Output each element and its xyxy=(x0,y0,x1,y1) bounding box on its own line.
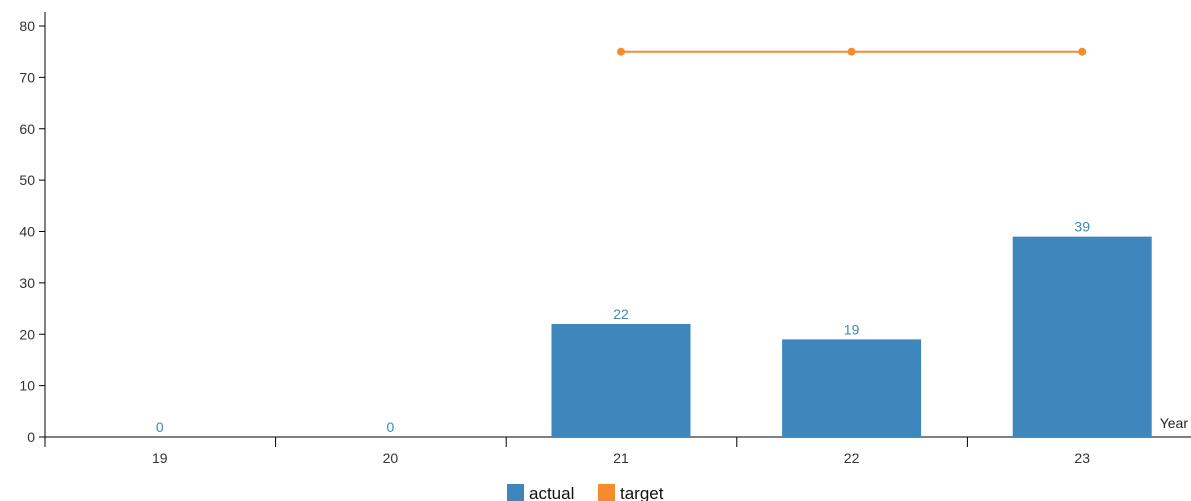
x-tick-label: 19 xyxy=(152,450,168,466)
target-line-series xyxy=(617,47,1087,56)
y-tick-label: 70 xyxy=(19,69,35,85)
bar-value-label: 22 xyxy=(613,306,629,322)
bar-value-label: 19 xyxy=(844,321,860,337)
target-point xyxy=(847,47,856,56)
y-axis: 0 10 20 30 40 50 60 70 80 xyxy=(19,12,46,445)
x-axis-title: Year xyxy=(1160,415,1189,431)
x-axis: 19 20 21 22 23 Year xyxy=(44,415,1191,466)
y-tick-label: 0 xyxy=(27,429,35,445)
y-tick-label: 20 xyxy=(19,326,35,342)
y-tick-label: 80 xyxy=(19,18,35,34)
y-tick-label: 30 xyxy=(19,275,35,291)
legend-swatch-target xyxy=(598,484,615,501)
y-tick-label: 50 xyxy=(19,172,35,188)
y-tick-label: 40 xyxy=(19,224,35,240)
y-axis-ticks: 0 10 20 30 40 50 60 70 80 xyxy=(19,18,45,445)
bar-actual xyxy=(782,339,922,437)
bar-actual xyxy=(551,323,691,437)
legend-label-actual: actual xyxy=(529,484,574,501)
target-point xyxy=(1078,47,1087,56)
y-tick-label: 60 xyxy=(19,121,35,137)
actual-bars xyxy=(551,236,1152,437)
y-tick-label: 10 xyxy=(19,378,35,394)
x-tick-label: 20 xyxy=(383,450,399,466)
target-point xyxy=(617,47,625,56)
x-tick-label: 23 xyxy=(1074,450,1090,466)
legend-swatch-actual xyxy=(507,484,524,501)
x-axis-ticks: 19 20 21 22 23 xyxy=(44,437,1090,466)
bar-value-label: 0 xyxy=(156,419,164,435)
bar-value-label: 0 xyxy=(387,419,395,435)
x-tick-label: 22 xyxy=(844,450,860,466)
actual-bar-labels: 0 0 22 19 39 xyxy=(156,219,1090,435)
legend: actual target xyxy=(507,484,664,501)
x-tick-label: 21 xyxy=(613,450,629,466)
legend-label-target: target xyxy=(620,484,664,501)
bar-actual xyxy=(1012,236,1152,437)
bar-value-label: 39 xyxy=(1074,219,1090,235)
